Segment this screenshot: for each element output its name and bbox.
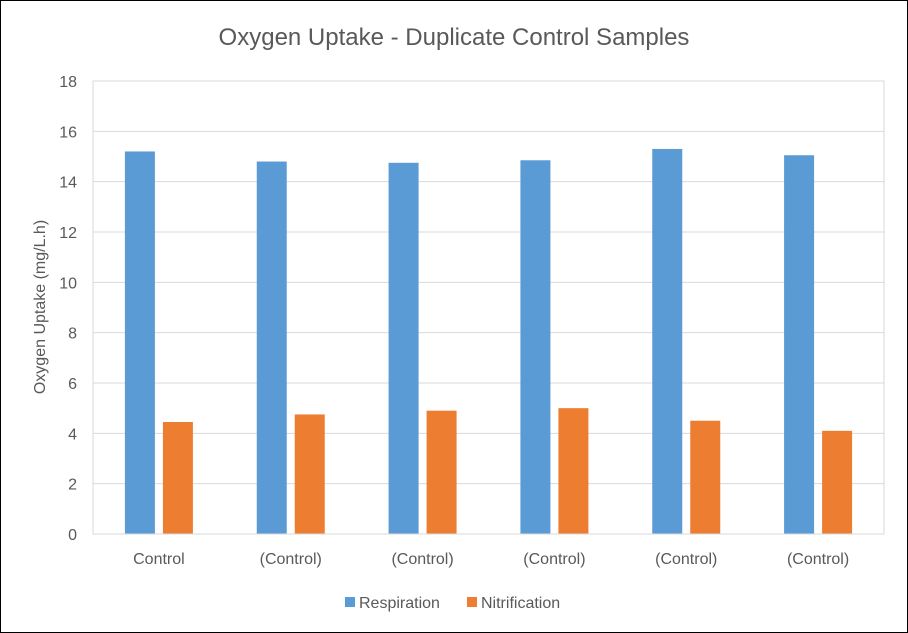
- x-tick-label: (Control): [523, 551, 585, 568]
- bar-nitrification-4: [690, 420, 721, 534]
- x-axis-ticks: Control (Control) (Control) (Control) (Contr…: [133, 551, 849, 568]
- y-tick-label: 14: [59, 175, 77, 192]
- x-tick-label: (Control): [655, 551, 717, 568]
- y-axis-label: Oxygen Uptake (mg/L.h): [32, 220, 49, 394]
- y-tick-label: 6: [68, 376, 77, 393]
- bar-respiration-1: [256, 161, 287, 535]
- x-tick-label: (Control): [787, 551, 849, 568]
- bar-nitrification-3: [558, 408, 589, 534]
- bars: [124, 148, 853, 535]
- y-tick-label: 4: [68, 426, 77, 443]
- bar-respiration-3: [520, 160, 551, 534]
- legend-label-respiration: Respiration: [359, 595, 440, 612]
- x-tick-label: (Control): [260, 551, 322, 568]
- y-tick-label: 16: [59, 124, 77, 141]
- bar-respiration-5: [784, 155, 815, 534]
- gridlines: [93, 80, 884, 535]
- bar-nitrification-2: [426, 410, 457, 534]
- y-tick-label: 8: [68, 326, 77, 343]
- x-tick-label: Control: [133, 551, 185, 568]
- chart-title: Oxygen Uptake - Duplicate Control Sample…: [219, 24, 690, 51]
- plot-area-border: [92, 80, 885, 535]
- y-tick-label: 12: [59, 225, 77, 242]
- bar-respiration-4: [652, 148, 683, 534]
- y-tick-label: 10: [59, 275, 77, 292]
- y-axis-ticks: 0 2 4 6 8 10 12 14 16 18: [59, 74, 77, 544]
- bar-nitrification-1: [294, 414, 325, 534]
- bar-nitrification-0: [162, 422, 193, 534]
- bar-nitrification-5: [822, 430, 853, 534]
- y-tick-label: 18: [59, 74, 77, 91]
- legend-swatch-nitrification: [467, 597, 477, 607]
- legend-swatch-respiration: [345, 597, 355, 607]
- bar-respiration-0: [124, 151, 155, 534]
- legend-label-nitrification: Nitrification: [481, 595, 560, 612]
- y-tick-label: 0: [68, 527, 77, 544]
- x-tick-label: (Control): [391, 551, 453, 568]
- y-tick-label: 2: [68, 477, 77, 494]
- bar-respiration-2: [388, 162, 419, 534]
- legend: Respiration Nitrification: [345, 595, 560, 612]
